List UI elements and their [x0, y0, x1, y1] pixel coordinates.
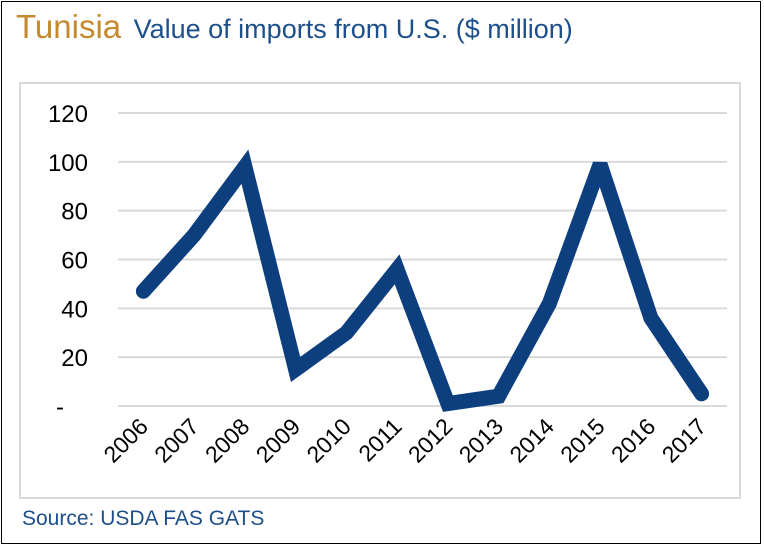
- x-tick-label: 2009: [251, 413, 306, 468]
- data-point-2008: [242, 164, 248, 170]
- data-point-2014: [546, 300, 552, 306]
- data-point-2015: [597, 161, 603, 167]
- y-axis-ticks: - 20 40 60 80 100 120: [48, 101, 88, 421]
- data-point-2013: [496, 393, 502, 399]
- x-tick-label: 2015: [555, 413, 610, 468]
- x-tick-label: 2006: [98, 413, 153, 468]
- y-tick-label: 100: [48, 150, 88, 177]
- country-title: Tunisia: [16, 8, 122, 45]
- y-tick-label: 120: [48, 101, 88, 128]
- x-tick-label: 2016: [606, 413, 661, 468]
- x-tick-label: 2017: [657, 413, 712, 468]
- data-point-2012: [445, 401, 451, 407]
- source-note: Source: USDA FAS GATS: [22, 507, 265, 530]
- x-tick-label: 2010: [301, 413, 356, 468]
- y-tick-label: 20: [61, 345, 88, 372]
- x-tick-label: 2014: [504, 413, 559, 468]
- data-point-2011: [394, 266, 400, 272]
- x-tick-label: 2012: [403, 413, 458, 468]
- data-point-2007: [191, 232, 197, 238]
- x-tick-label: 2013: [454, 413, 509, 468]
- x-tick-label: 2008: [200, 413, 255, 468]
- data-point-2009: [293, 366, 299, 372]
- data-point-2006: [140, 288, 146, 294]
- x-tick-label: 2007: [149, 413, 204, 468]
- series-line: [135, 149, 710, 412]
- data-point-2016: [648, 315, 654, 321]
- data-point-2010: [343, 330, 349, 336]
- y-tick-label: 80: [61, 199, 88, 226]
- y-tick-label: -: [56, 394, 64, 421]
- data-point-2017: [699, 391, 705, 397]
- y-tick-label: 60: [61, 248, 88, 275]
- x-axis-ticks: 2006200720082009201020112012201320142015…: [98, 413, 711, 468]
- x-tick-label: 2011: [353, 413, 406, 466]
- chart-subtitle: Value of imports from U.S. ($ million): [133, 14, 573, 44]
- plot-area-border: [19, 82, 741, 499]
- series-layer: [135, 149, 710, 412]
- chart-title: Tunisia Value of imports from U.S. ($ mi…: [16, 8, 573, 46]
- y-tick-label: 40: [61, 296, 88, 323]
